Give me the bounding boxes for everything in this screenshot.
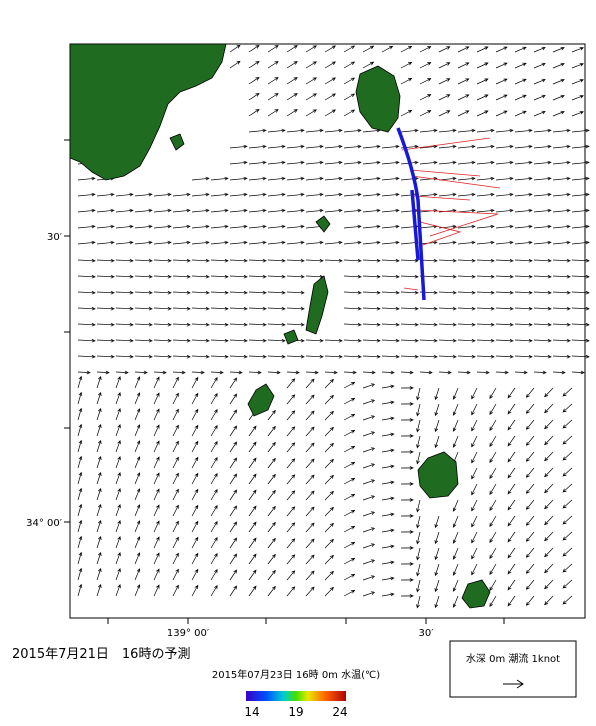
island: [315, 215, 331, 233]
islet: [169, 133, 185, 151]
colorbar-tick: 14: [244, 705, 259, 719]
island: [247, 383, 275, 417]
axis-ticks: [64, 139, 505, 624]
colorbar-tick: 24: [332, 705, 347, 719]
lon-label: 139° 00′: [167, 628, 210, 639]
wind-line: [401, 137, 501, 291]
island: [417, 451, 459, 499]
island: [305, 275, 329, 335]
arrow-field: [77, 44, 590, 609]
colorbar-tick: 19: [288, 705, 303, 719]
legend-text: 水深 0m 潮流 1knot: [466, 652, 560, 665]
island: [461, 579, 491, 609]
current-arrows: [77, 44, 590, 609]
map-frame: [69, 43, 586, 619]
lon-label: 30′: [419, 628, 435, 639]
island: [283, 329, 299, 345]
colorbar-caption: 2015年07月23日 16時 0m 水温(℃): [212, 668, 380, 681]
colorbar: [246, 691, 346, 701]
lat-label: 30′: [47, 232, 63, 243]
peninsula: [69, 43, 227, 181]
legend-box: [449, 640, 577, 698]
wind-lines: [401, 137, 501, 291]
legend-arrow: [503, 679, 524, 689]
forecast-title: 2015年7月21日 16時の予測: [12, 647, 190, 662]
lat-label: 34° 00′: [26, 518, 63, 529]
ship-track: [396, 127, 426, 301]
land: [69, 43, 491, 609]
island: [355, 65, 401, 133]
